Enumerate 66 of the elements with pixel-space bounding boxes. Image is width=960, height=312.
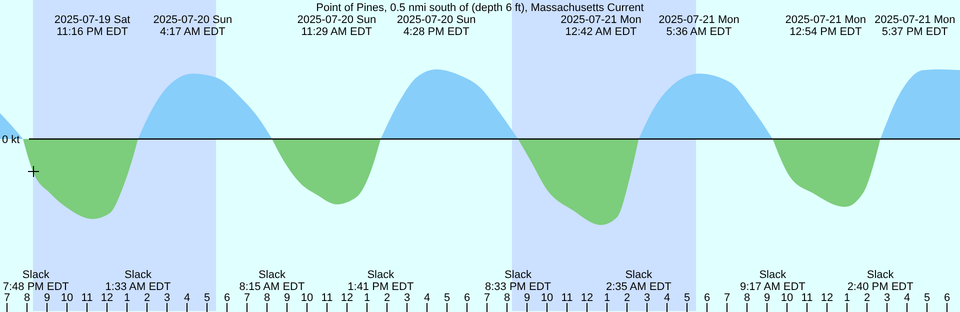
x-tick-label: 9 bbox=[284, 292, 290, 304]
x-tick-label: 2 bbox=[864, 292, 870, 304]
text: Slack 7:48 PM EDT bbox=[2, 269, 70, 293]
x-tick-label: 12 bbox=[580, 292, 594, 304]
x-tick-label: 1 bbox=[844, 292, 850, 304]
x-tick-label: 7 bbox=[4, 292, 10, 304]
text: Slack 2:35 AM EDT bbox=[606, 269, 672, 293]
text: Slack 2:40 PM EDT bbox=[847, 269, 914, 293]
chart-title: Point of Pines, 0.5 nmi south of (depth 6 ft), Massachusetts Current bbox=[316, 2, 644, 14]
text: Slack 8:15 AM EDT bbox=[239, 269, 305, 293]
x-tick-label: 10 bbox=[780, 292, 794, 304]
text: 2025-07-20 Sun 4:28 PM EDT bbox=[396, 14, 476, 38]
x-tick-label: 9 bbox=[524, 292, 530, 304]
x-tick-label: 2 bbox=[144, 292, 150, 304]
x-tick-label: 6 bbox=[944, 292, 950, 304]
x-tick-label: 12 bbox=[100, 292, 114, 304]
x-tick-label: 1 bbox=[604, 292, 610, 304]
x-tick-label: 3 bbox=[884, 292, 890, 304]
x-tick-label: 4 bbox=[904, 292, 910, 304]
x-tick-label: 4 bbox=[664, 292, 670, 304]
text: Slack 1:41 PM EDT bbox=[348, 269, 414, 293]
x-tick-label: 10 bbox=[60, 292, 74, 304]
x-tick-label: 11 bbox=[561, 292, 573, 304]
x-tick-label: 11 bbox=[81, 292, 93, 304]
x-tick-label: 5 bbox=[444, 292, 450, 304]
x-tick-label: 6 bbox=[704, 292, 710, 304]
text: Slack 8:33 PM EDT bbox=[484, 269, 552, 293]
x-tick-label: 10 bbox=[540, 292, 554, 304]
text: Slack 9:17 AM EDT bbox=[740, 269, 806, 293]
ref-line-label: 0 kt bbox=[2, 134, 20, 146]
x-tick-label: 3 bbox=[404, 292, 410, 304]
x-tick-label: 9 bbox=[764, 292, 770, 304]
x-tick-label: 11 bbox=[321, 292, 333, 304]
x-tick-label: 10 bbox=[300, 292, 314, 304]
x-tick-label: 12 bbox=[820, 292, 834, 304]
x-tick-label: 5 bbox=[684, 292, 690, 304]
x-tick-label: 6 bbox=[224, 292, 230, 304]
text: 2025-07-21 Mon 5:37 PM EDT bbox=[874, 14, 956, 38]
x-tick-label: 3 bbox=[644, 292, 650, 304]
x-tick-label: 11 bbox=[801, 292, 813, 304]
x-tick-label: 12 bbox=[340, 292, 354, 304]
x-tick-label: 7 bbox=[484, 292, 490, 304]
x-tick-label: 2 bbox=[624, 292, 630, 304]
x-tick-label: 3 bbox=[164, 292, 170, 304]
x-tick-label: 4 bbox=[184, 292, 190, 304]
x-tick-label: 5 bbox=[924, 292, 930, 304]
x-tick-label: 8 bbox=[264, 292, 270, 304]
x-tick-label: 7 bbox=[724, 292, 730, 304]
x-tick-label: 8 bbox=[504, 292, 510, 304]
x-tick-label: 8 bbox=[744, 292, 750, 304]
x-tick-label: 5 bbox=[204, 292, 210, 304]
text: 2025-07-20 Sun 11:29 AM EDT bbox=[297, 14, 376, 38]
text: 2025-07-20 Sun 4:17 AM EDT bbox=[153, 14, 232, 38]
x-tick-label: 1 bbox=[124, 292, 130, 304]
x-tick-label: 8 bbox=[24, 292, 30, 304]
x-tick-label: 4 bbox=[424, 292, 430, 304]
x-tick-label: 2 bbox=[384, 292, 390, 304]
text: 2025-07-21 Mon 12:42 AM EDT bbox=[560, 14, 642, 38]
text: 2025-07-21 Mon 5:36 AM EDT bbox=[658, 14, 740, 38]
text: 2025-07-21 Mon 12:54 PM EDT bbox=[785, 14, 866, 38]
x-tick-label: 6 bbox=[464, 292, 470, 304]
text: 2025-07-19 Sat 11:16 PM EDT bbox=[54, 14, 130, 38]
text: Slack 1:33 AM EDT bbox=[105, 269, 171, 293]
x-tick-label: 7 bbox=[244, 292, 250, 304]
x-tick-label: 1 bbox=[364, 292, 370, 304]
x-tick-label: 9 bbox=[44, 292, 50, 304]
